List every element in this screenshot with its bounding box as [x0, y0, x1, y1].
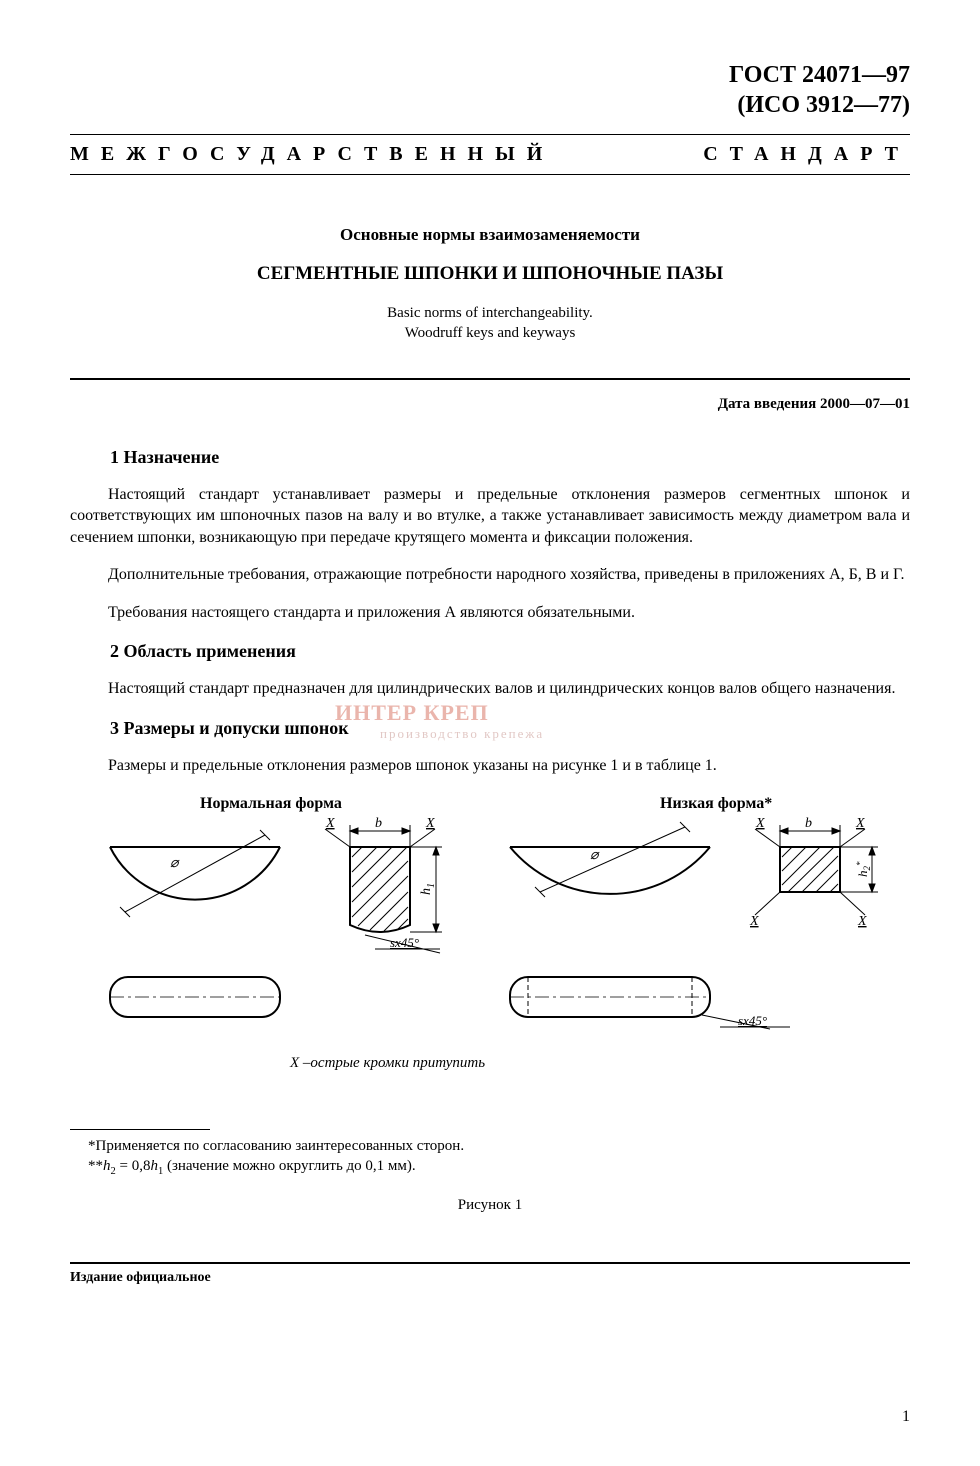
english-title-1: Basic norms of interchangeability.: [70, 303, 910, 323]
fn2-prefix: **: [88, 1158, 103, 1174]
official-edition: Издание официальное: [70, 1270, 910, 1286]
dim-x-l2: X: [425, 817, 435, 831]
dim-x-r1: X: [755, 817, 765, 831]
section-1-p1: Настоящий стандарт устанавливает размеры…: [70, 484, 910, 549]
section-1-heading: 1 Назначение: [110, 447, 910, 468]
dim-x-r4: X: [857, 914, 867, 929]
figure-drawing: ⌀: [70, 817, 910, 1097]
section-1-p2: Дополнительные требования, отражающие по…: [70, 564, 910, 586]
main-title: СЕГМЕНТНЫЕ ШПОНКИ И ШПОНОЧНЫЕ ПАЗЫ: [70, 263, 910, 285]
interstate-word-2: СТАНДАРТ: [703, 143, 910, 166]
title-block: Основные нормы взаимозаменяемости СЕГМЕН…: [70, 225, 910, 344]
chamfer-right: sx45°: [738, 1013, 767, 1028]
separator-bottom: [70, 1262, 910, 1264]
dim-b-r: b: [805, 817, 812, 831]
dim-b-l: b: [375, 817, 382, 831]
separator-top: [70, 378, 910, 380]
fn2-lhs: h: [103, 1158, 111, 1174]
iso-code: (ИСО 3912—77): [70, 90, 910, 120]
dim-h2: h2*: [855, 861, 872, 877]
section-2-heading: 2 Область применения: [110, 641, 910, 662]
figure-left-title: Нормальная форма: [200, 795, 342, 813]
header-codes: ГОСТ 24071—97 (ИСО 3912—77): [70, 60, 910, 120]
dim-x-r3: X: [749, 914, 759, 929]
section-3-heading: 3 Размеры и допуски шпонок: [110, 718, 910, 739]
dim-h1: h1: [419, 883, 437, 895]
standard-code: ГОСТ 24071—97: [70, 60, 910, 90]
footnote-1: *Применяется по согласованию заинтересов…: [108, 1136, 910, 1156]
interstate-bar: МЕЖГОСУДАРСТВЕННЫЙ СТАНДАРТ: [70, 134, 910, 175]
chamfer-left: sx45°: [390, 935, 419, 950]
page-number: 1: [902, 1408, 910, 1426]
fn2-tail: (значение можно округлить до 0,1 мм).: [163, 1158, 415, 1174]
section-2-p1: Настоящий стандарт предназначен для цили…: [70, 678, 910, 700]
figure-caption: Рисунок 1: [70, 1197, 910, 1214]
footnote-separator: [70, 1129, 210, 1130]
category-title: Основные нормы взаимозаменяемости: [70, 225, 910, 245]
english-title-2: Woodruff keys and keyways: [70, 323, 910, 343]
dim-x-r2: X: [855, 817, 865, 831]
intro-date: Дата введения 2000—07—01: [70, 396, 910, 413]
document-page: ГОСТ 24071—97 (ИСО 3912—77) МЕЖГОСУДАРСТ…: [0, 0, 980, 1466]
sharp-edges-note: X –острые кромки притупить: [290, 1055, 485, 1072]
dia-symbol-left: ⌀: [170, 856, 180, 871]
section-1-p3: Требования настоящего стандарта и прилож…: [70, 602, 910, 624]
dia-symbol-right: ⌀: [590, 848, 600, 863]
figure-right-title: Низкая форма*: [660, 795, 772, 813]
section-3-p1: Размеры и предельные отклонения размеров…: [70, 755, 910, 777]
figure-1: Нормальная форма Низкая форма* ⌀: [70, 795, 910, 1105]
interstate-word-1: МЕЖГОСУДАРСТВЕННЫЙ: [70, 143, 554, 166]
fn2-rhs: h: [150, 1158, 158, 1174]
dim-x-l1: X: [325, 817, 335, 831]
fn2-eq: = 0,8: [116, 1158, 151, 1174]
footnote-2: **h2 = 0,8h1 (значение можно округлить д…: [108, 1156, 910, 1179]
